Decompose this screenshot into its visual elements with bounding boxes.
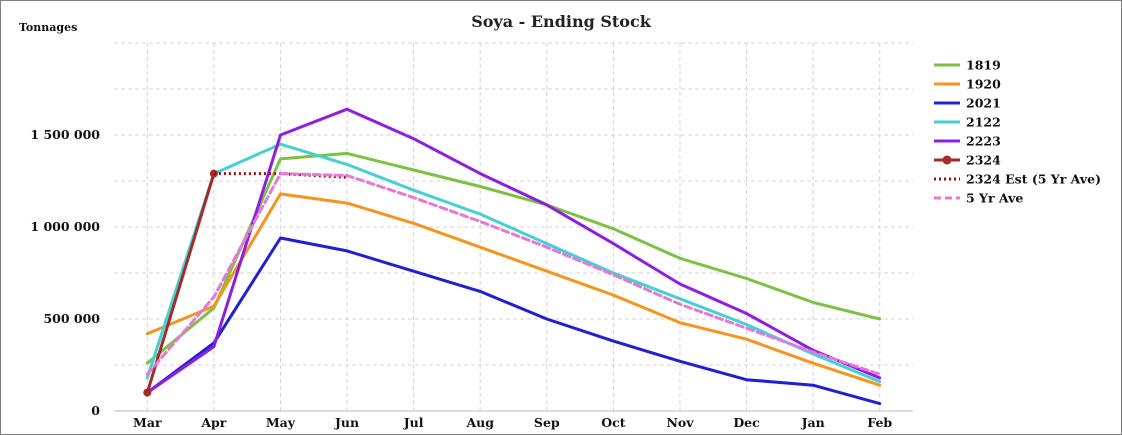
series-line-2223 [145,107,882,395]
series-line-2324 [145,172,216,395]
legend-label: 2122 [966,115,1001,130]
legend-label: 1819 [966,58,1001,73]
x-tick-label: Jan [801,415,825,430]
legend-label: 2223 [966,134,1001,149]
x-tick-label: Aug [465,415,494,430]
series-lines [143,107,882,406]
legend-label: 2021 [966,96,1001,111]
y-tick-label: 0 [91,403,100,418]
y-tick-label: 500 000 [43,311,100,326]
x-tick-label: Jun [334,415,359,430]
series-line-2021 [145,236,882,406]
x-tick-label: Mar [133,415,162,430]
series-point [143,388,152,397]
y-axis-label: Tonnages [19,21,77,34]
y-tick-label: 1 000 000 [30,219,100,234]
x-tick-label: May [266,415,296,430]
x-tick-label: Feb [867,415,892,430]
axes: 0 500 000 1 000 000 1 500 000 Mar Apr May Jun Ju… [30,127,913,430]
legend-label: 5 Yr Ave [966,191,1023,206]
legend: 1819 1920 2021 2122 2223 2324 2324 Est (5 Yr A… [934,58,1101,206]
x-tick-label: Apr [200,415,226,430]
series-line-5-yr-ave [145,172,882,376]
y-tick-label: 1 500 000 [30,127,100,142]
legend-marker [942,155,952,165]
grid [114,42,913,411]
x-tick-label: Jul [403,415,424,430]
series-line-1819 [145,151,882,365]
x-tick-label: Oct [601,415,625,430]
series-point [209,169,218,178]
x-tick-label: Sep [534,415,560,430]
legend-label: 2324 Est (5 Yr Ave) [966,172,1101,187]
legend-label: 2324 [966,153,1001,168]
x-tick-label: Dec [733,415,760,430]
series-line-2122 [145,142,882,384]
x-tick-label: Nov [666,415,694,430]
series-line-1920 [145,192,882,387]
legend-label: 1920 [966,77,1001,92]
chart-title: Soya - Ending Stock [471,12,652,31]
